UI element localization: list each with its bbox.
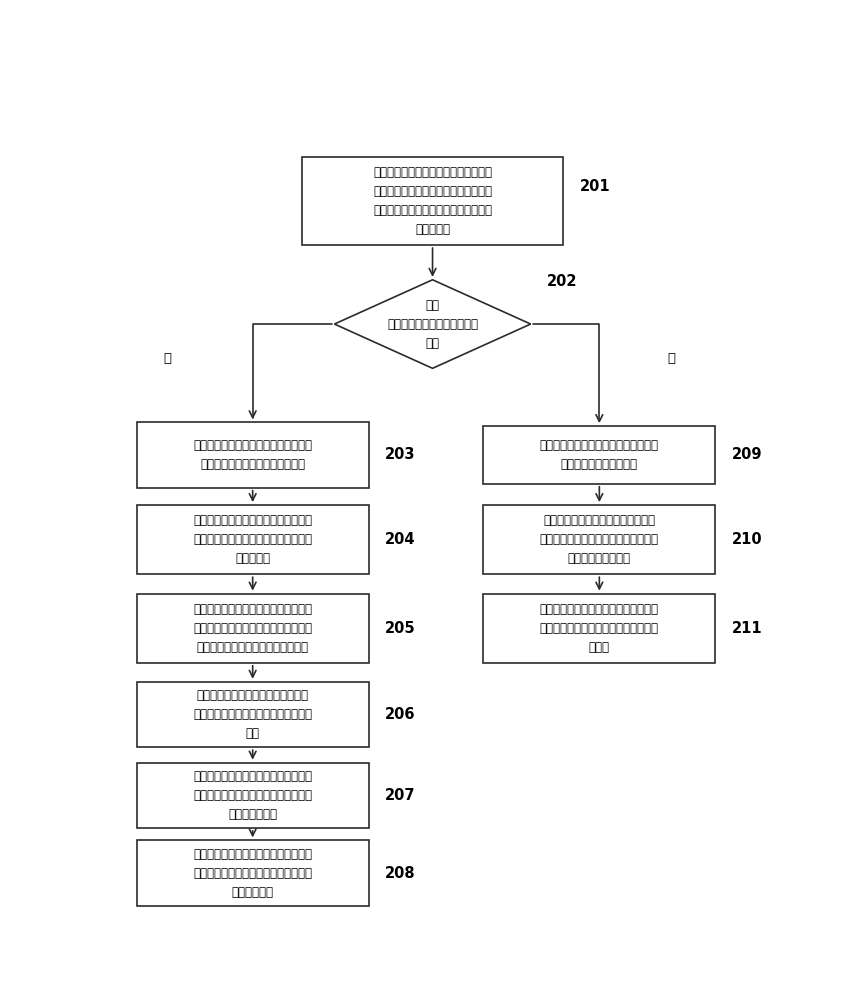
Text: 205: 205 xyxy=(385,621,416,636)
Text: 210: 210 xyxy=(732,532,762,547)
Text: 交换中心接收到呼叫请求后，向携出网
络中的第二用户数据服务器发送第二查
询请求，以查询被叫用户的漫游号码: 交换中心接收到呼叫请求后，向携出网 络中的第二用户数据服务器发送第二查 询请求，… xyxy=(193,603,312,654)
Text: 209: 209 xyxy=(732,447,762,462)
FancyBboxPatch shape xyxy=(484,505,716,574)
Text: 206: 206 xyxy=(385,707,415,722)
Text: 主叫交换设备根据携出网络路由号码信
息，将呼叫请求转发到相应携出网络中
的交换中心: 主叫交换设备根据携出网络路由号码信 息，将呼叫请求转发到相应携出网络中 的交换中… xyxy=(193,514,312,565)
FancyBboxPatch shape xyxy=(484,426,716,484)
Text: 是: 是 xyxy=(164,352,171,365)
Text: 主叫交换设备根据被叫用户的漫游信
息，将呼叫请求转发到当前网络中相应
的本网被叫交换设备: 主叫交换设备根据被叫用户的漫游信 息，将呼叫请求转发到当前网络中相应 的本网被叫… xyxy=(540,514,659,565)
Text: 第一用户数据服务器将相应的携出网络
路由号码信息发送给主叫交换设备: 第一用户数据服务器将相应的携出网络 路由号码信息发送给主叫交换设备 xyxy=(193,439,312,471)
Text: 201: 201 xyxy=(580,179,610,194)
FancyBboxPatch shape xyxy=(137,763,369,828)
Text: 否: 否 xyxy=(668,352,675,365)
Text: 211: 211 xyxy=(732,621,762,636)
Text: 交换中心根据被叫用户的漫游号码，将
呼叫请求转发给携出网络中相应的携出
网被叫交换设备: 交换中心根据被叫用户的漫游号码，将 呼叫请求转发给携出网络中相应的携出 网被叫交… xyxy=(193,770,312,821)
Text: 203: 203 xyxy=(385,447,415,462)
Text: 202: 202 xyxy=(547,274,577,289)
FancyBboxPatch shape xyxy=(137,594,369,663)
Text: 主叫交换设备在接收到来自当前网络的
呼叫请求时，向第一用户数据服务器发
送第一查询请求，以查询被叫用户的用
户标识类型: 主叫交换设备在接收到来自当前网络的 呼叫请求时，向第一用户数据服务器发 送第一查… xyxy=(373,166,492,236)
Text: 208: 208 xyxy=(385,866,416,881)
Text: 本网被叫交换设备将呼叫请求转发给被
叫用户终端，以便被叫用户在本网中进
行通话: 本网被叫交换设备将呼叫请求转发给被 叫用户终端，以便被叫用户在本网中进 行通话 xyxy=(540,603,659,654)
FancyBboxPatch shape xyxy=(484,594,716,663)
FancyBboxPatch shape xyxy=(137,840,369,906)
FancyBboxPatch shape xyxy=(137,505,369,574)
Text: 204: 204 xyxy=(385,532,415,547)
Text: 携出网被叫交换设备将呼叫请求转发给
被叫用户终端，以便被叫用户在携出网
络中进行通话: 携出网被叫交换设备将呼叫请求转发给 被叫用户终端，以便被叫用户在携出网 络中进行… xyxy=(193,848,312,899)
FancyBboxPatch shape xyxy=(137,682,369,747)
Text: 207: 207 xyxy=(385,788,415,803)
Polygon shape xyxy=(334,280,531,368)
FancyBboxPatch shape xyxy=(302,157,564,245)
Text: 第二用户数据服务器根据第二查询请
求，将被叫用户的漫游号码发送给交换
中心: 第二用户数据服务器根据第二查询请 求，将被叫用户的漫游号码发送给交换 中心 xyxy=(193,689,312,740)
Text: 第一用户数据服务器将被叫用户的漫游
信息发送给主叫交换设备: 第一用户数据服务器将被叫用户的漫游 信息发送给主叫交换设备 xyxy=(540,439,659,471)
Text: 判断
被叫用户标识类型是否为携出
用户: 判断 被叫用户标识类型是否为携出 用户 xyxy=(387,299,478,350)
FancyBboxPatch shape xyxy=(137,422,369,488)
